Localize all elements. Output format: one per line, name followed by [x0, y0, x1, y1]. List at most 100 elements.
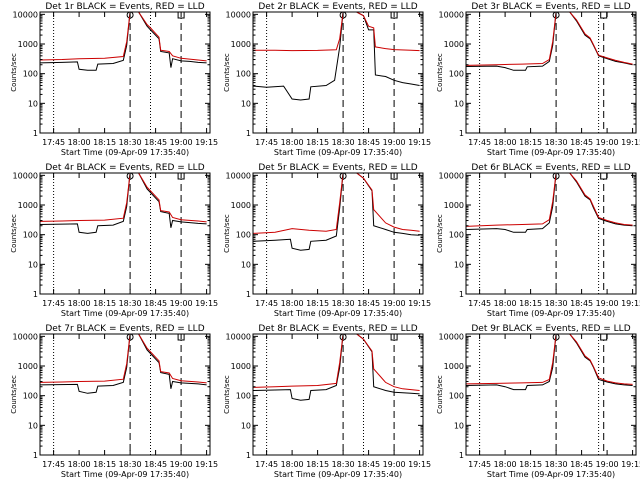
x-tick-label: 19:00: [383, 460, 406, 469]
y-tick-label: 1: [459, 451, 464, 460]
lld-series-line: [465, 172, 633, 227]
chart-title: Det 7r BLACK = Events, RED = LLD: [45, 324, 204, 334]
x-tick-label: 19:15: [195, 299, 218, 308]
y-tick-label: 100: [236, 70, 251, 79]
events-series-line: [252, 333, 420, 401]
lld-series-line: [253, 11, 420, 52]
events-series-line: [465, 11, 633, 71]
y-axis-label: Counts/sec: [10, 214, 18, 253]
events-series-line: [39, 11, 207, 71]
x-tick-label: 18:30: [545, 138, 568, 147]
x-tick-label: 18:15: [93, 138, 116, 147]
lld-series-line: [465, 11, 633, 66]
y-tick-label: 1000: [231, 40, 251, 49]
y-tick-label: 10000: [13, 171, 38, 180]
y-tick-label: 10000: [226, 171, 251, 180]
chart-title: Det 8r BLACK = Events, RED = LLD: [258, 324, 417, 334]
x-tick-label: 17:45: [42, 460, 65, 469]
chart-panel-7: Det 7r BLACK = Events, RED = LLD 1 10 100 10…: [10, 324, 218, 479]
y-axis-label: Counts/sec: [223, 375, 231, 414]
x-tick-label: 18:30: [332, 299, 355, 308]
y-tick-label: 100: [449, 70, 464, 79]
x-tick-label: 18:30: [119, 460, 142, 469]
y-tick-label: 10: [241, 99, 251, 108]
x-axis-label: Start Time (09-Apr-09 17:35:40): [61, 309, 189, 318]
y-tick-label: 10000: [13, 332, 38, 341]
y-tick-label: 10: [241, 421, 251, 430]
y-tick-label: 100: [236, 392, 251, 401]
x-tick-label: 17:45: [255, 138, 278, 147]
x-tick-label: 18:00: [494, 460, 517, 469]
x-tick-label: 18:45: [357, 299, 380, 308]
y-tick-label: 1: [246, 290, 251, 299]
y-tick-label: 1000: [18, 40, 38, 49]
plot-frame: [39, 172, 211, 295]
x-tick-label: 18:00: [494, 299, 517, 308]
plot-frame: [465, 172, 637, 295]
x-axis-label: Start Time (09-Apr-09 17:35:40): [61, 470, 189, 479]
chart-title: Det 3r BLACK = Events, RED = LLD: [471, 2, 630, 12]
y-tick-label: 10000: [439, 10, 464, 19]
y-tick-label: 10000: [13, 10, 38, 19]
chart-title: Det 9r BLACK = Events, RED = LLD: [471, 324, 630, 334]
x-tick-label: 18:30: [332, 460, 355, 469]
y-tick-label: 100: [236, 231, 251, 240]
chart-title: Det 4r BLACK = Events, RED = LLD: [45, 163, 204, 173]
x-tick-label: 17:45: [468, 138, 491, 147]
square-marker: [600, 11, 608, 19]
lld-series-line: [39, 11, 207, 62]
chart-panel-6: Det 6r BLACK = Events, RED = LLD 1 10 100 10…: [436, 163, 640, 318]
square-marker: [600, 172, 608, 180]
chart-title: Det 2r BLACK = Events, RED = LLD: [258, 2, 417, 12]
x-tick-label: 18:45: [570, 299, 593, 308]
x-tick-label: 17:45: [255, 460, 278, 469]
y-tick-label: 1: [459, 290, 464, 299]
y-axis-label: Counts/sec: [436, 214, 444, 253]
x-tick-label: 18:00: [494, 138, 517, 147]
x-tick-label: 18:15: [306, 299, 329, 308]
x-tick-label: 19:00: [383, 299, 406, 308]
chart-panel-4: Det 4r BLACK = Events, RED = LLD 1 10 100 10…: [10, 163, 218, 318]
y-tick-label: 1000: [231, 201, 251, 210]
x-axis-label: Start Time (09-Apr-09 17:35:40): [487, 309, 615, 318]
x-tick-label: 18:30: [545, 299, 568, 308]
x-tick-label: 19:15: [621, 460, 640, 469]
x-tick-label: 17:45: [42, 299, 65, 308]
square-marker: [600, 333, 608, 341]
x-tick-label: 18:30: [119, 299, 142, 308]
chart-panel-8: Det 8r BLACK = Events, RED = LLD 1 10 100 10…: [223, 324, 431, 479]
chart-panel-1: Det 1r BLACK = Events, RED = LLD 1 10 100 10…: [10, 2, 218, 157]
x-tick-label: 18:45: [570, 138, 593, 147]
y-tick-label: 10: [28, 99, 38, 108]
x-tick-label: 18:00: [281, 138, 304, 147]
chart-panel-5: Det 5r BLACK = Events, RED = LLD 1 10 100 10…: [223, 163, 431, 318]
y-axis-label: Counts/sec: [436, 53, 444, 92]
plot-frame: [252, 11, 424, 134]
x-tick-label: 18:45: [357, 138, 380, 147]
chart-panel-3: Det 3r BLACK = Events, RED = LLD 1 10 100 10…: [436, 2, 640, 157]
chart-title: Det 5r BLACK = Events, RED = LLD: [258, 163, 417, 173]
y-axis-label: Counts/sec: [436, 375, 444, 414]
y-tick-label: 1: [246, 129, 251, 138]
x-tick-label: 18:00: [281, 299, 304, 308]
y-axis-label: Counts/sec: [223, 214, 231, 253]
plot-frame: [465, 11, 637, 134]
x-tick-label: 18:45: [144, 460, 167, 469]
x-tick-label: 18:15: [306, 138, 329, 147]
y-tick-label: 1000: [231, 362, 251, 371]
y-tick-label: 10: [454, 260, 464, 269]
y-tick-label: 1000: [444, 201, 464, 210]
x-tick-label: 18:15: [306, 460, 329, 469]
lld-series-line: [252, 333, 420, 391]
events-series-line: [252, 172, 420, 251]
x-tick-label: 19:00: [170, 299, 193, 308]
plot-frame: [252, 172, 424, 295]
x-tick-label: 18:45: [144, 299, 167, 308]
plot-frame: [252, 333, 424, 456]
y-tick-label: 1000: [444, 40, 464, 49]
y-tick-label: 10: [241, 260, 251, 269]
x-tick-label: 19:00: [383, 138, 406, 147]
plot-frame: [465, 333, 637, 456]
x-tick-label: 18:15: [519, 138, 542, 147]
chart-panel-9: Det 9r BLACK = Events, RED = LLD 1 10 100 10…: [436, 324, 640, 479]
